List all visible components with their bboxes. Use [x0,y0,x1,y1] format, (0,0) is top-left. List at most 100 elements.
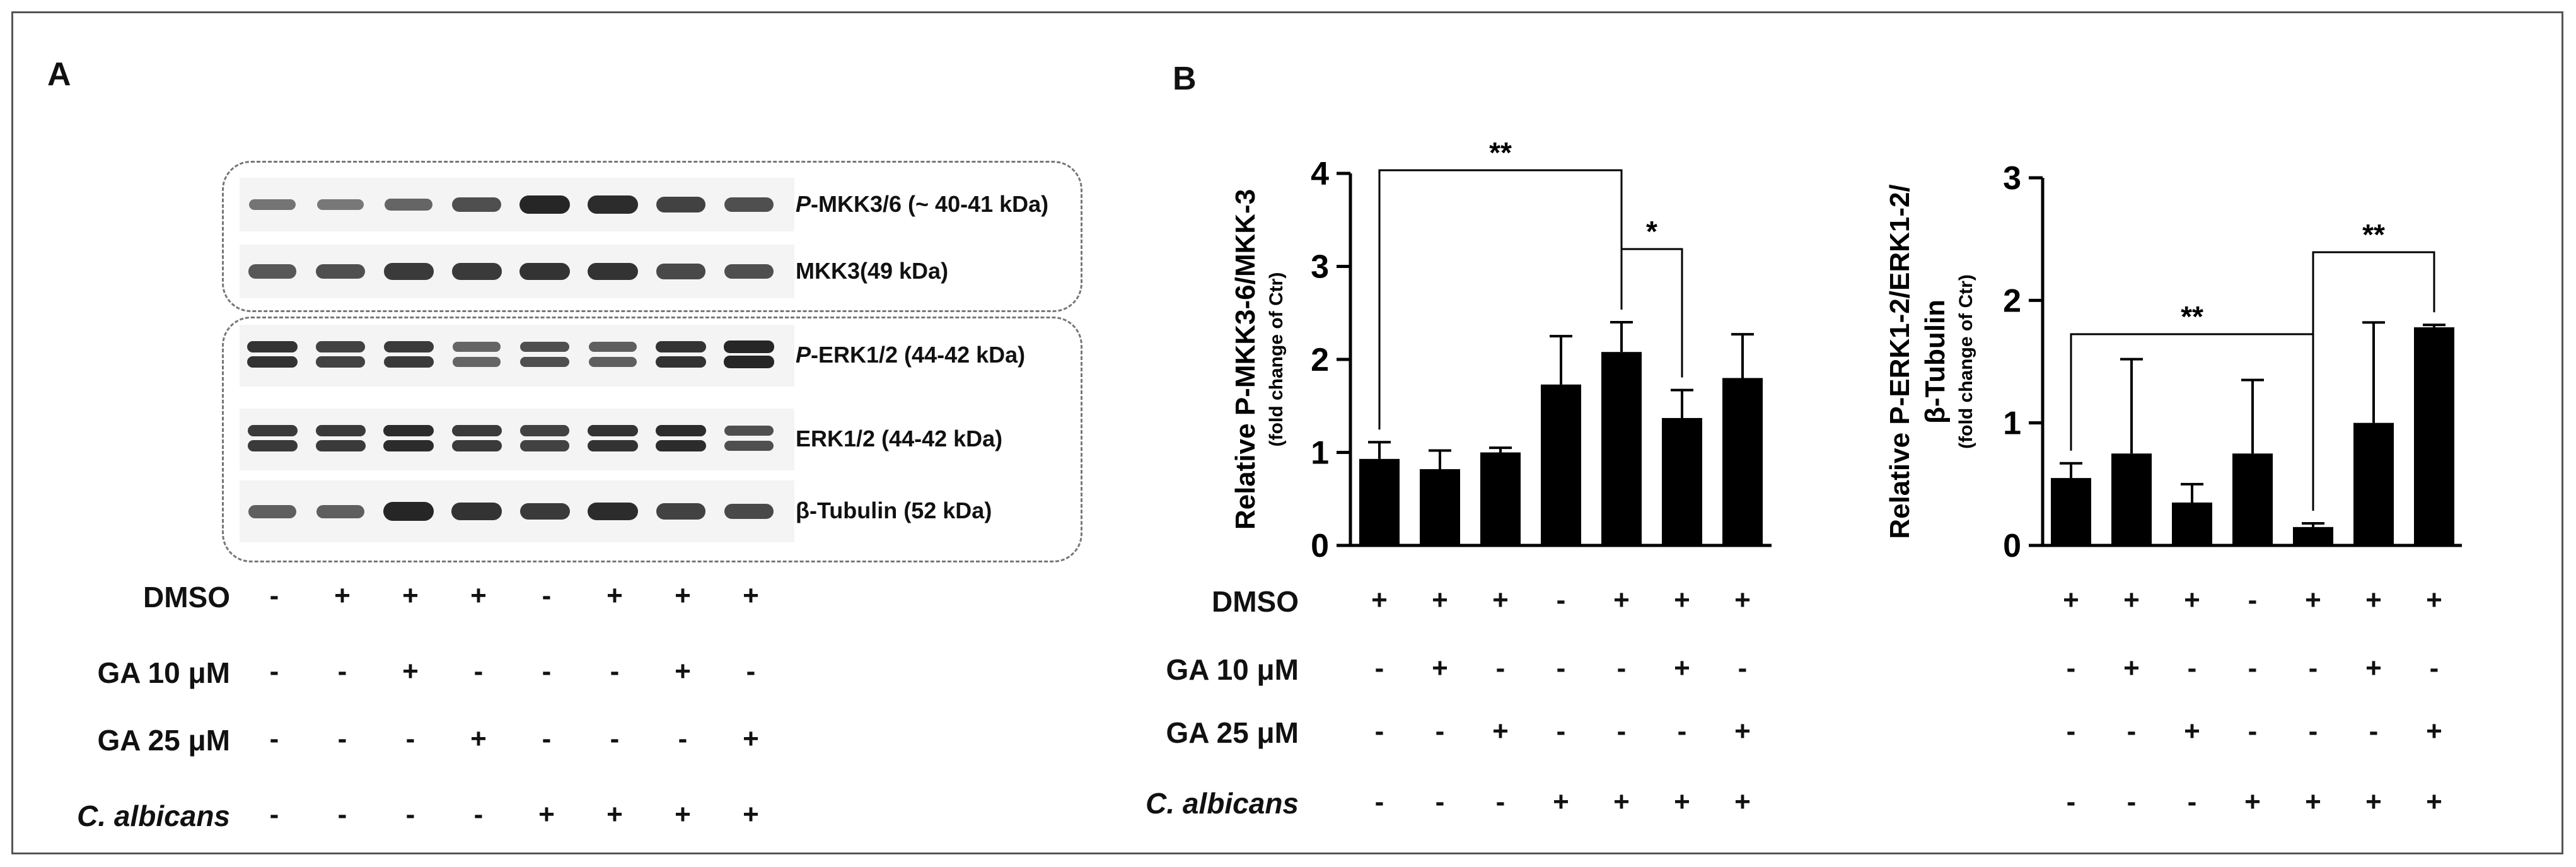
condition-sign: - [337,656,347,687]
blot-band [453,357,501,367]
condition-sign: + [1613,786,1630,817]
condition-sign: - [1738,653,1748,684]
condition-sign: + [2184,716,2200,747]
condition-sign: - [542,580,552,611]
bar [2353,422,2394,545]
blot-band [451,440,502,451]
condition-sign: - [337,799,347,830]
significance-bracket [2312,251,2435,511]
bar [2414,327,2454,545]
blot-band [383,263,434,280]
condition-label: GA 10 μM [97,656,230,689]
blot-label: P-MKK3/6 (~ 40-41 kDa) [796,191,1048,218]
condition-sign: - [1435,786,1445,817]
y-label-sub: (fold change of Ctr) [1956,274,1976,449]
bar [1601,352,1642,545]
condition-sign: - [746,656,756,687]
condition-sign: + [1613,585,1630,615]
blot-label-italic: P [796,190,811,217]
bar [1541,384,1581,545]
condition-label: GA 25 μM [1166,716,1299,749]
significance-bracket [1620,248,1683,378]
bar [1662,417,1702,545]
blot-band [383,502,434,521]
significance-label: ** [1489,136,1512,169]
blot-band [588,262,638,281]
blot-band [315,425,366,436]
condition-sign: - [269,656,279,687]
significance-label: * [1646,215,1657,248]
blot-band [724,425,774,436]
blot-band [588,424,638,437]
y-tick-label: 0 [2003,528,2021,564]
blot-band [655,424,707,437]
blot-band [589,342,637,352]
blot-band [724,264,774,279]
condition-sign: + [1371,585,1388,615]
condition-sign: + [1432,653,1448,684]
condition-sign: - [1495,786,1506,817]
blot-band [247,440,298,451]
condition-sign: + [1553,786,1569,817]
significance-bracket [1378,169,1623,430]
condition-sign: + [743,580,759,611]
bar [2051,478,2091,545]
blot-band [383,341,434,352]
condition-sign: + [743,799,759,830]
condition-sign: - [1495,653,1506,684]
condition-sign: - [1435,716,1445,747]
blot-band [383,439,434,452]
condition-sign: + [1734,716,1751,747]
panel-label-b: B [1173,61,1197,97]
condition-sign: - [1374,786,1384,817]
blot-label: P-ERK1/2 (44-42 kDa) [796,342,1025,368]
condition-sign: - [337,723,347,754]
condition-sign: - [1374,716,1384,747]
blot-group-erk [222,317,1082,562]
significance-label: ** [2362,218,2385,251]
condition-sign: - [2066,786,2076,817]
condition-sign: - [1374,653,1384,684]
blot-band [520,341,569,352]
condition-sign: + [1674,653,1690,684]
blot-band [519,425,570,436]
blot-band [587,195,639,214]
condition-label: C. albicans [1146,787,1299,820]
condition-sign: + [2365,585,2382,615]
condition-sign: - [405,723,415,754]
condition-sign: - [1616,716,1627,747]
y-tick-label: 1 [1311,435,1329,472]
blot-label-text: MKK3(49 kDa) [796,257,949,284]
y-tick-label: 3 [1311,249,1329,286]
condition-sign: + [2426,786,2442,817]
blot-band [587,502,639,521]
blot-band [724,197,774,212]
condition-sign: + [1432,585,1448,615]
blot-band [588,439,638,452]
bar [2172,502,2212,545]
condition-sign: + [1674,585,1690,615]
blot-band [656,503,706,520]
significance-label: ** [2181,300,2203,333]
condition-sign: - [269,580,279,611]
condition-sign: - [2066,653,2076,684]
blot-band [247,356,298,368]
condition-sign: + [1674,786,1690,817]
bar [1359,458,1400,545]
condition-sign: - [1556,716,1566,747]
condition-sign: - [2248,653,2258,684]
blot-band [248,504,296,518]
blot-band [519,195,571,214]
condition-sign: - [2126,786,2137,817]
y-tick-label: 2 [1311,342,1329,378]
blot-band [248,199,296,211]
blot-band [589,357,637,367]
condition-label: DMSO [143,581,230,614]
blot-label-text: -ERK1/2 (44-42 kDa) [811,342,1026,368]
condition-sign: - [2126,716,2137,747]
figure-frame [11,11,2563,854]
condition-sign: + [1734,585,1751,615]
condition-sign: + [470,580,487,611]
blot-label: β-Tubulin (52 kDa) [796,498,992,524]
blot-strip [240,325,794,387]
